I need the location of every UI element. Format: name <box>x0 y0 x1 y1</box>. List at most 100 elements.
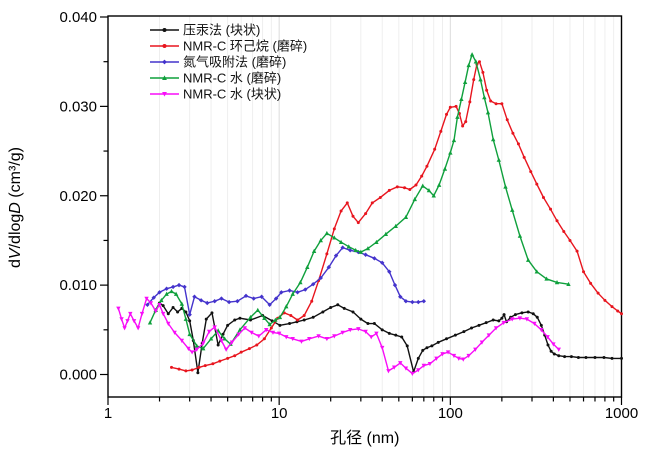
data-point-marker <box>277 314 283 320</box>
data-point-marker <box>531 312 535 316</box>
series-line <box>170 61 623 372</box>
data-point-marker <box>501 320 506 326</box>
data-point-marker <box>494 102 498 106</box>
data-point-marker <box>511 131 515 135</box>
data-point-marker <box>171 305 175 309</box>
data-point-marker <box>434 356 439 361</box>
data-point-marker <box>485 88 489 92</box>
data-point-marker <box>479 340 485 345</box>
data-point-marker <box>273 317 278 322</box>
y-tick-label: 0.000 <box>59 367 97 384</box>
data-point-marker <box>346 244 351 249</box>
data-point-marker <box>433 147 437 151</box>
data-point-marker <box>302 314 306 318</box>
data-point-marker <box>410 371 415 377</box>
data-point-marker <box>421 348 425 352</box>
data-point-marker <box>259 294 264 299</box>
data-point-marker <box>566 281 571 287</box>
data-point-marker <box>256 334 261 339</box>
data-point-marker <box>170 284 176 290</box>
data-point-marker <box>210 311 214 315</box>
data-point-marker <box>484 321 488 325</box>
data-point-marker <box>290 336 295 342</box>
data-point-marker <box>513 313 517 317</box>
data-point-marker <box>486 333 492 338</box>
data-point-marker <box>316 334 321 339</box>
data-point-marker <box>201 341 206 346</box>
x-tick-label: 10 <box>271 405 288 422</box>
data-point-marker <box>398 361 403 366</box>
data-point-marker <box>144 296 149 301</box>
data-point-marker <box>184 310 188 314</box>
data-point-marker <box>289 314 293 318</box>
data-point-marker <box>340 245 345 250</box>
data-point-marker <box>496 157 502 162</box>
data-point-marker <box>236 332 241 337</box>
data-point-marker <box>184 369 188 373</box>
data-point-marker <box>448 105 452 109</box>
data-point-marker <box>502 313 506 317</box>
data-point-marker <box>380 328 384 332</box>
data-point-marker <box>159 297 164 303</box>
data-point-marker <box>392 282 398 288</box>
data-point-marker <box>555 219 559 223</box>
data-point-marker <box>520 311 524 315</box>
data-point-marker <box>189 350 195 355</box>
data-point-marker <box>552 352 556 356</box>
data-point-marker <box>176 310 180 314</box>
data-point-marker <box>490 137 496 142</box>
data-point-marker <box>342 306 346 310</box>
data-point-marker <box>464 120 468 124</box>
data-point-marker <box>462 330 466 334</box>
data-point-marker <box>616 309 620 313</box>
data-point-marker <box>454 104 458 108</box>
data-point-marker <box>539 323 543 327</box>
data-point-marker <box>522 155 526 159</box>
data-point-marker <box>481 70 485 74</box>
legend: 压汞法 (块状)NMR-C 环己烷 (磨碎)氮气吸附法 (磨碎)NMR-C 水 … <box>150 23 307 102</box>
data-point-marker <box>358 249 364 254</box>
tick-labels: 1 10 100 1000 0.000 0.010 0.020 0.030 0.040 <box>59 9 638 422</box>
data-point-marker <box>455 114 460 119</box>
data-point-marker <box>264 328 269 333</box>
data-point-marker <box>510 317 515 322</box>
data-point-marker <box>238 316 242 320</box>
series-3 <box>145 245 427 317</box>
legend-item: 压汞法 (块状) <box>150 23 260 38</box>
data-point-marker <box>436 340 440 344</box>
data-point-marker <box>248 314 253 320</box>
data-point-marker <box>453 333 457 337</box>
data-point-marker <box>534 269 539 274</box>
data-point-marker <box>610 305 614 309</box>
data-point-marker <box>400 335 404 339</box>
data-point-marker <box>378 196 382 200</box>
data-point-marker <box>395 185 399 189</box>
data-point-marker <box>425 164 429 168</box>
data-point-marker <box>162 92 167 97</box>
data-point-marker <box>218 359 222 363</box>
data-point-marker <box>226 299 232 305</box>
data-point-marker <box>182 284 187 290</box>
data-point-marker <box>353 247 358 253</box>
data-point-marker <box>403 214 409 219</box>
data-point-marker <box>324 230 330 236</box>
data-point-marker <box>307 336 312 342</box>
data-point-marker <box>517 233 523 238</box>
data-point-marker <box>186 346 191 351</box>
data-point-marker <box>489 99 493 103</box>
data-point-marker <box>295 290 300 295</box>
data-point-marker <box>233 354 237 358</box>
y-tick-label: 0.030 <box>59 98 97 115</box>
data-point-marker <box>596 291 600 295</box>
y-tick-label: 0.010 <box>59 277 97 294</box>
data-point-marker <box>287 288 292 293</box>
data-point-marker <box>517 316 523 321</box>
data-point-marker <box>412 196 417 202</box>
data-point-marker <box>164 291 169 296</box>
data-point-marker <box>403 186 407 190</box>
data-point-marker <box>416 368 421 373</box>
data-point-marker <box>505 118 509 122</box>
data-point-marker <box>445 112 449 116</box>
data-point-marker <box>251 296 256 301</box>
data-point-marker <box>347 328 353 333</box>
